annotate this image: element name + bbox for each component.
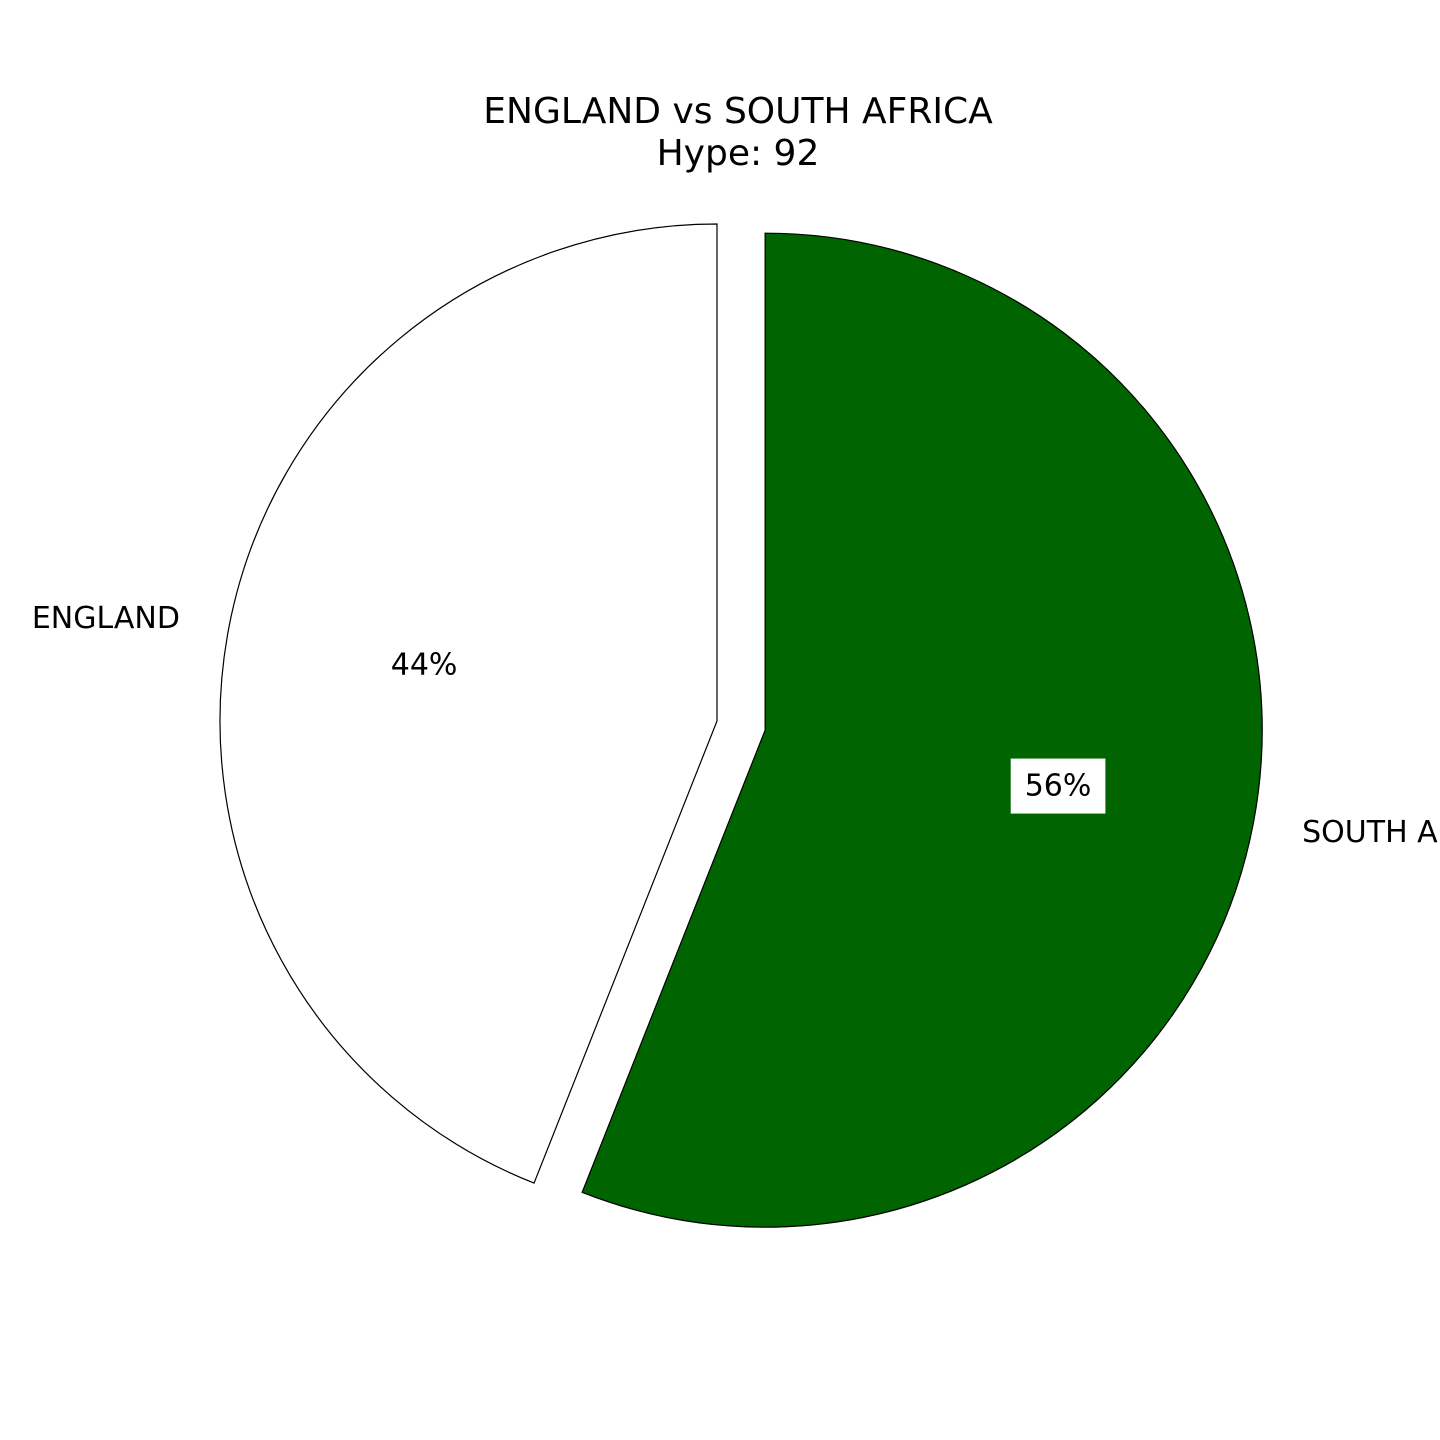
pie-slice-england — [219, 223, 718, 1184]
pie-slice-south-africa — [581, 232, 1263, 1228]
label-background — [376, 637, 472, 693]
pie-label-south-africa: SOUTH AFRICA — [1302, 815, 1440, 850]
chart-subtitle: Hype: 92 — [657, 133, 820, 174]
pie-slices — [219, 223, 1263, 1228]
pie-label-england: ENGLAND — [32, 601, 180, 636]
label-background — [1010, 758, 1106, 814]
pie-labels: ENGLAND 44% SOUTH AFRICA 56% — [17, 591, 1440, 861]
pie-value-label-south-africa: 56% — [1025, 769, 1092, 804]
pie-value-label-england: 44% — [391, 648, 458, 683]
label-background — [1288, 805, 1440, 861]
chart-title: ENGLAND vs SOUTH AFRICA — [483, 91, 993, 132]
label-background — [17, 591, 194, 647]
